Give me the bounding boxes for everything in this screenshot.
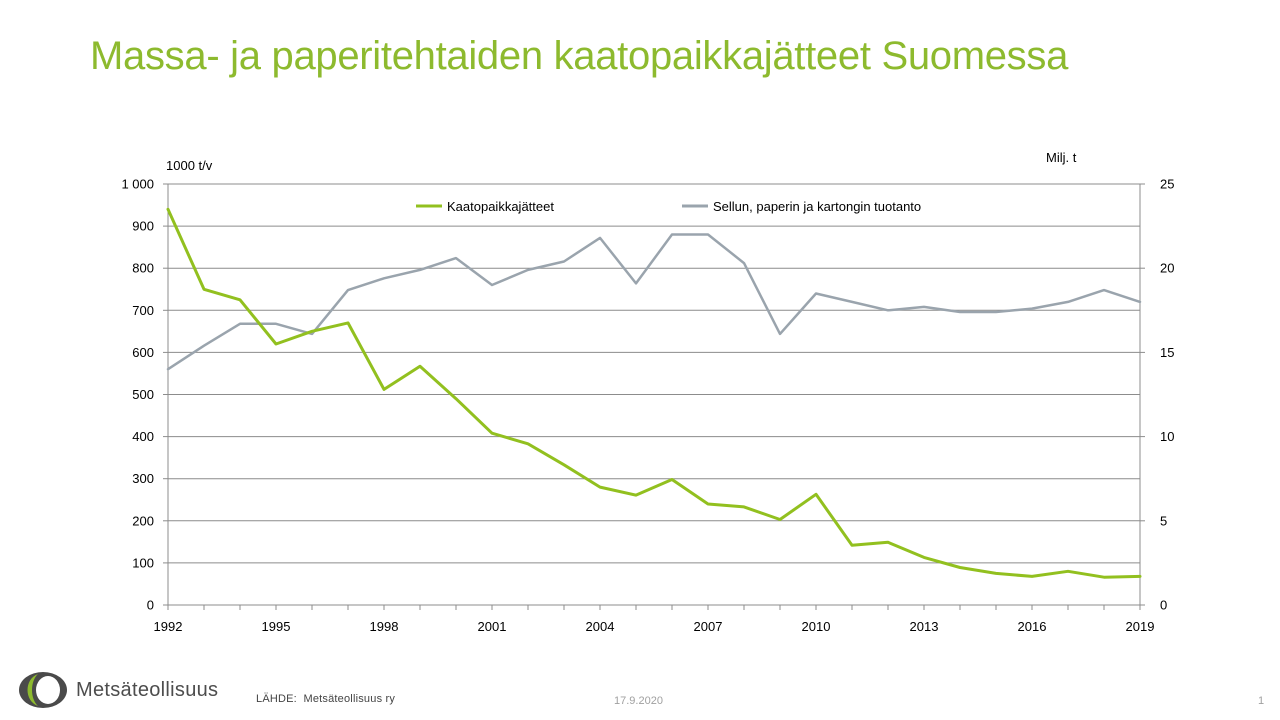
legend-item-tuotanto: Sellun, paperin ja kartongin tuotanto [682, 199, 921, 214]
y-left-tick-label: 200 [132, 513, 154, 528]
y-left-tick-label: 300 [132, 471, 154, 486]
logo-mark-icon [19, 672, 67, 708]
y-left-tick-label: 800 [132, 261, 154, 276]
y-left-tick-label: 600 [132, 345, 154, 360]
gridlines [168, 183, 1140, 606]
source-value: Metsäteollisuus ry [303, 693, 396, 705]
x-tick-label: 1995 [262, 619, 291, 634]
company-logo: Metsäteollisuus [18, 670, 218, 710]
slide-title: Massa- ja paperitehtaiden kaatopaikkajät… [90, 34, 1069, 78]
y-right-tick-label: 5 [1160, 513, 1167, 528]
x-tick-label: 1998 [370, 619, 399, 634]
y-left-tick-label: 900 [132, 219, 154, 234]
y-right-tick-label: 20 [1160, 261, 1174, 276]
y-left-tick-label: 0 [147, 598, 154, 613]
source-label: LÄHDE: [256, 693, 297, 705]
x-tick-label: 2004 [586, 619, 615, 634]
x-tick-label: 2013 [910, 619, 939, 634]
x-tick-label: 1992 [154, 619, 183, 634]
y-left-unit-label: 1000 t/v [166, 158, 213, 173]
y-left-tick-label: 500 [132, 387, 154, 402]
legend-label: Kaatopaikkajätteet [447, 199, 554, 214]
x-tick-label: 2007 [694, 619, 723, 634]
y-left-tick-label: 700 [132, 303, 154, 318]
y-right-tick-label: 15 [1160, 345, 1174, 360]
logo-text: Metsäteollisuus [76, 678, 219, 701]
legend-item-kaatopaikkajatteet: Kaatopaikkajätteet [416, 199, 554, 214]
y-left-tick-label: 400 [132, 429, 154, 444]
series [166, 207, 1142, 579]
x-tick-label: 2019 [1126, 619, 1155, 634]
y-left-tick-label: 1 000 [121, 177, 154, 192]
x-tick-label: 2010 [802, 619, 831, 634]
y-right-tick-label: 0 [1160, 598, 1167, 613]
legend-label: Sellun, paperin ja kartongin tuotanto [713, 199, 921, 214]
x-tick-label: 2016 [1018, 619, 1047, 634]
x-tick-label: 2001 [478, 619, 507, 634]
y-right-tick-label: 10 [1160, 429, 1174, 444]
legend: Kaatopaikkajätteet Sellun, paperin ja kar… [416, 199, 921, 214]
y-right-tick-label: 25 [1160, 177, 1174, 192]
axes: 0 100 200 300 400 500 600 700 800 900 1 000 0 5 10 15 2… [121, 177, 1174, 635]
y-left-tick-label: 100 [132, 555, 154, 570]
series-line-tuotanto [166, 233, 1142, 371]
y-right-unit-label: Milj. t [1046, 150, 1077, 165]
slide-date: 17.9.2020 [614, 695, 663, 707]
source-note: LÄHDE: Metsäteollisuus ry [256, 693, 395, 705]
page-number: 1 [1258, 695, 1265, 707]
series-line-kaatopaikkajatteet [166, 207, 1142, 579]
